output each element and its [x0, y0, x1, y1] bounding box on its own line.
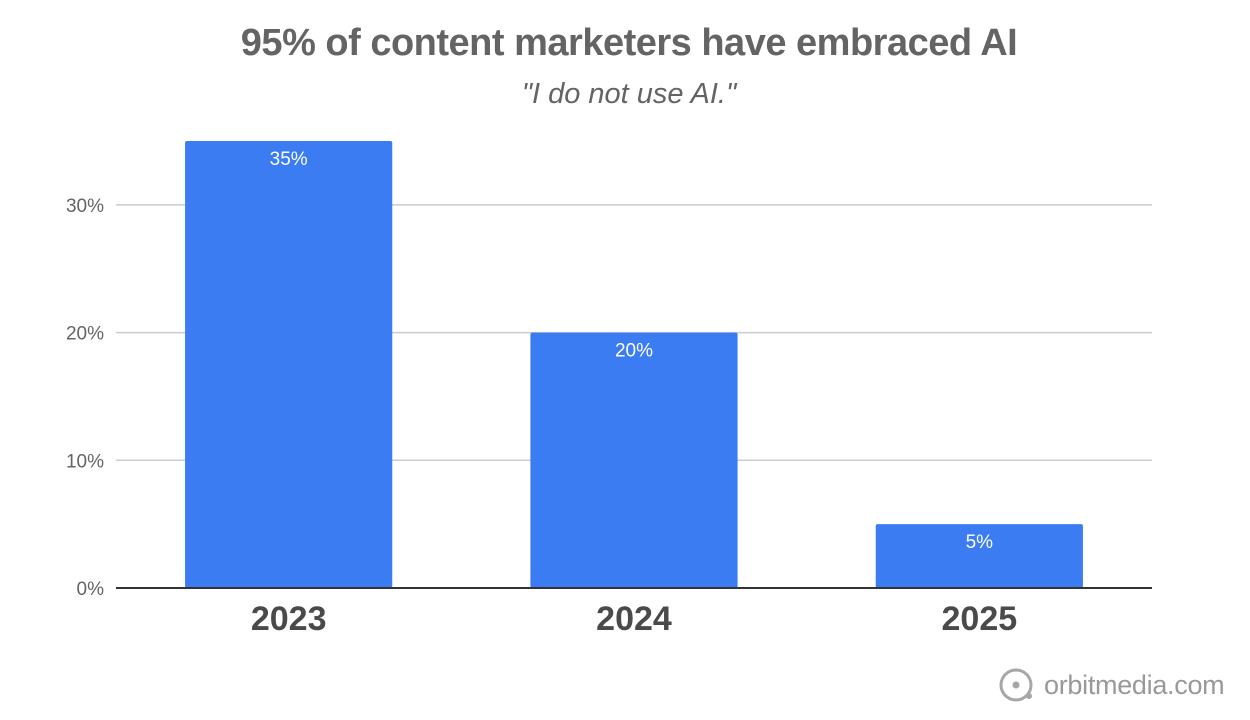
branding: orbitmedia.com — [996, 660, 1232, 710]
y-tick-label: 10% — [66, 451, 104, 472]
brand-name: orbitmedia.com — [1044, 669, 1225, 700]
chart-subtitle: "I do not use AI." — [521, 78, 737, 110]
data-labels: 35% 20% 5% — [270, 149, 994, 553]
bar — [530, 332, 738, 588]
bar — [185, 141, 393, 588]
orbit-logo-icon — [999, 668, 1033, 702]
chart-title: 95% of content marketers have embraced A… — [240, 22, 1018, 64]
x-axis-category-labels: 2023 2024 2025 — [251, 600, 1017, 638]
bars — [185, 141, 1083, 588]
data-label: 35% — [270, 149, 308, 170]
category-label: 2025 — [942, 600, 1018, 638]
category-label: 2024 — [596, 600, 672, 638]
y-tick-label: 30% — [66, 196, 104, 217]
data-label: 20% — [615, 341, 653, 362]
y-tick-label: 0% — [77, 579, 105, 600]
category-label: 2023 — [251, 600, 327, 638]
data-label: 5% — [966, 532, 994, 553]
bar — [875, 524, 1083, 588]
y-tick-label: 20% — [66, 324, 104, 345]
y-axis-tick-labels: 0% 10% 20% 30% — [66, 196, 104, 600]
